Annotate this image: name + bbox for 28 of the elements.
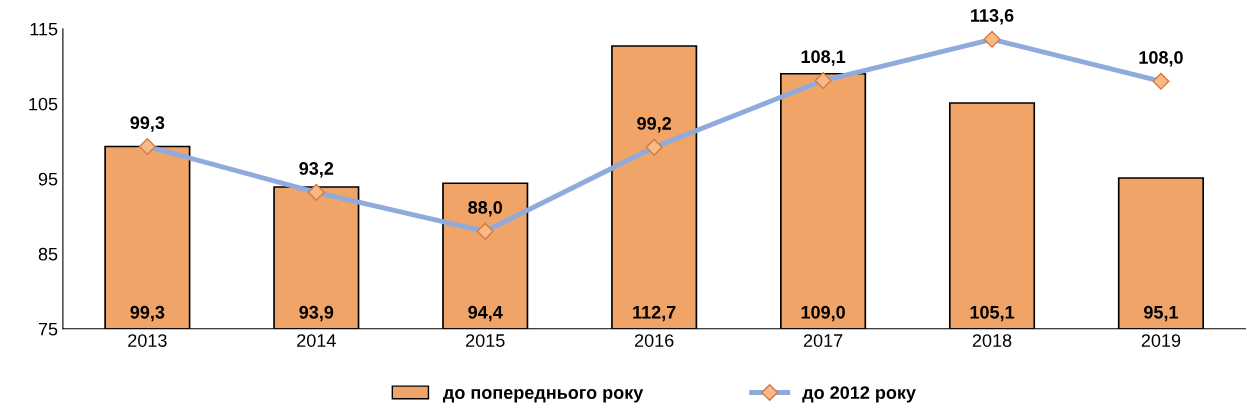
data-label: 93,9 (299, 305, 334, 322)
y-tick-label: 105 (29, 97, 58, 111)
data-label: 108,1 (801, 50, 846, 66)
x-tick-label: 2014 (297, 334, 336, 347)
y-tick-label: 115 (30, 22, 58, 36)
x-tick-label: 2016 (634, 334, 674, 347)
y-tick-label: 85 (38, 247, 58, 261)
x-tick-label: 2019 (1141, 334, 1181, 347)
x-tick-label: 2018 (972, 334, 1012, 347)
data-label: 108,0 (1139, 51, 1183, 67)
y-tick-label: 95 (38, 172, 58, 186)
x-tick-label: 2013 (128, 334, 167, 347)
data-label: 109,0 (801, 305, 845, 322)
data-label: 99,3 (130, 305, 165, 322)
x-tick-label: 2017 (803, 334, 843, 347)
data-label: 105,1 (970, 305, 1015, 322)
x-tick-label: 2015 (466, 334, 505, 347)
data-label: 113,6 (971, 9, 1014, 25)
data-label: 88,0 (468, 201, 503, 217)
y-tick-label: 75 (38, 322, 58, 336)
data-label: 99,3 (130, 116, 165, 132)
legend-label: до 2012 року (802, 386, 916, 403)
legend-label: до попереднього року (443, 389, 644, 403)
data-label: 93,2 (299, 162, 334, 178)
data-label: 99,2 (637, 117, 672, 133)
data-label: 94,4 (468, 305, 503, 322)
data-label: 95,1 (1144, 305, 1179, 322)
data-label: 112,7 (633, 305, 676, 322)
